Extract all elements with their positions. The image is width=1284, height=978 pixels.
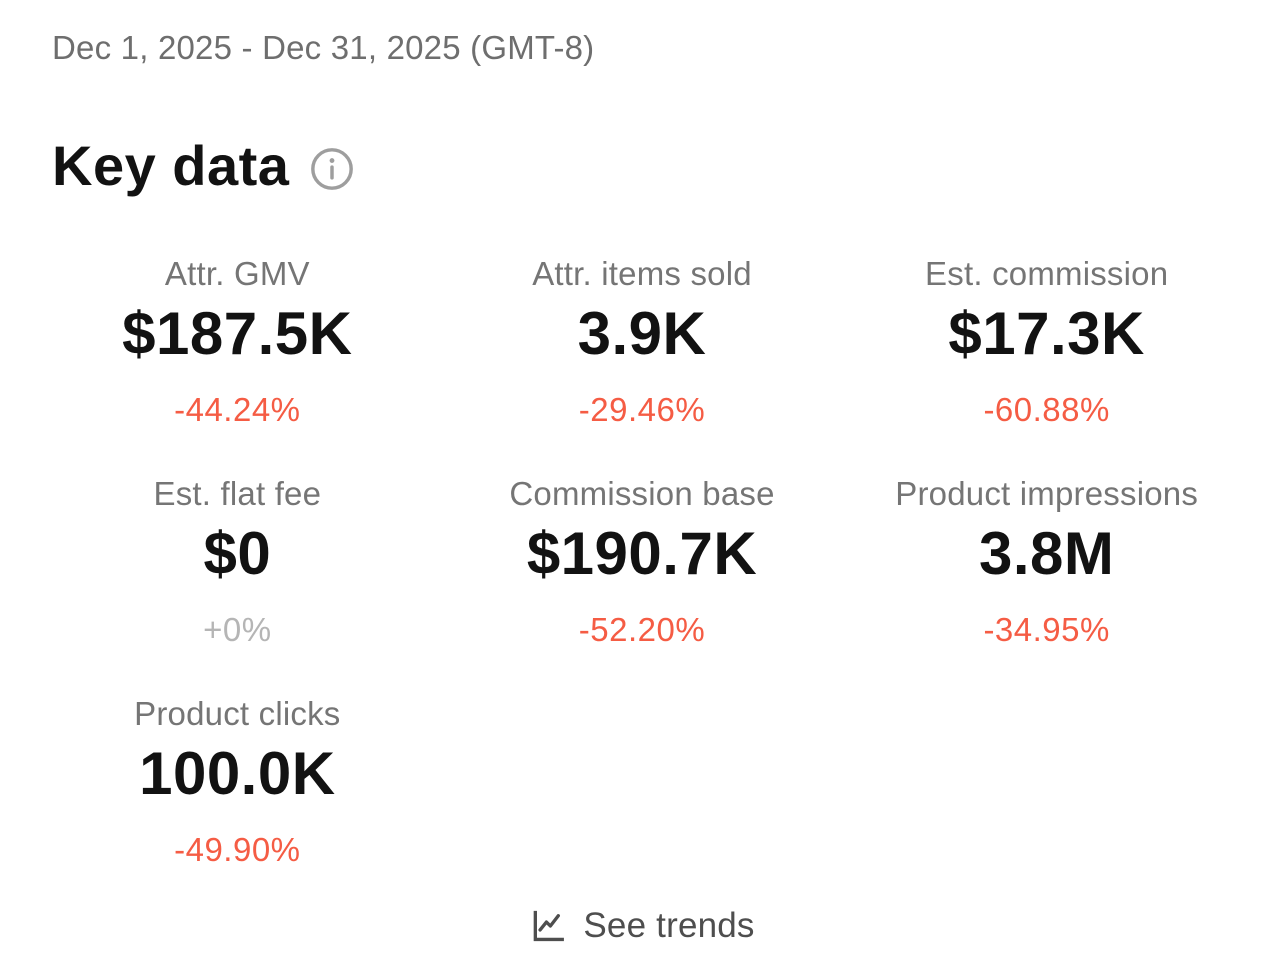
page-title: Key data [52,134,290,197]
metric-value: 100.0K [139,740,336,807]
line-chart-icon [529,907,567,945]
metric-delta: -29.46% [578,391,706,428]
metric-value: 3.8M [978,520,1115,587]
metric-delta: +0% [203,611,272,648]
metric-label: Product impressions [895,475,1199,512]
metric-est-flat-fee: Est. flat fee $0 +0% [35,474,440,650]
metric-value: $17.3K [948,300,1145,367]
metric-attr-gmv: Attr. GMV $187.5K -44.24% [35,254,440,430]
metric-label: Attr. GMV [164,255,310,292]
metric-label: Product clicks [134,695,341,732]
metric-value: $187.5K [122,300,353,367]
metric-delta: -52.20% [578,611,706,648]
metric-est-commission: Est. commission $17.3K -60.88% [844,254,1249,430]
see-trends-label: See trends [583,906,755,945]
info-circle-icon[interactable] [309,146,355,192]
metrics-grid: Attr. GMV $187.5K -44.24% Attr. items so… [0,254,1284,870]
metric-label: Commission base [509,475,775,512]
metric-value: 3.9K [577,300,707,367]
date-range-label: Dec 1, 2025 - Dec 31, 2025 (GMT-8) [52,29,595,66]
metric-value: $0 [203,520,272,587]
metric-delta: -34.95% [983,611,1110,648]
metric-attr-items-sold: Attr. items sold 3.9K -29.46% [440,254,845,430]
metric-delta: -44.24% [174,391,301,428]
metric-delta: -49.90% [174,831,301,868]
metric-value: $190.7K [526,520,758,587]
metric-product-clicks: Product clicks 100.0K -49.90% [35,694,440,870]
see-trends-button[interactable]: See trends [0,904,1284,948]
title-row: Key data [52,138,1284,194]
metric-delta: -60.88% [983,391,1110,428]
metric-commission-base: Commission base $190.7K -52.20% [440,474,845,650]
metric-product-impressions: Product impressions 3.8M -34.95% [844,474,1249,650]
metric-label: Est. commission [925,255,1169,292]
metric-label: Est. flat fee [153,475,322,512]
metric-label: Attr. items sold [532,255,752,292]
